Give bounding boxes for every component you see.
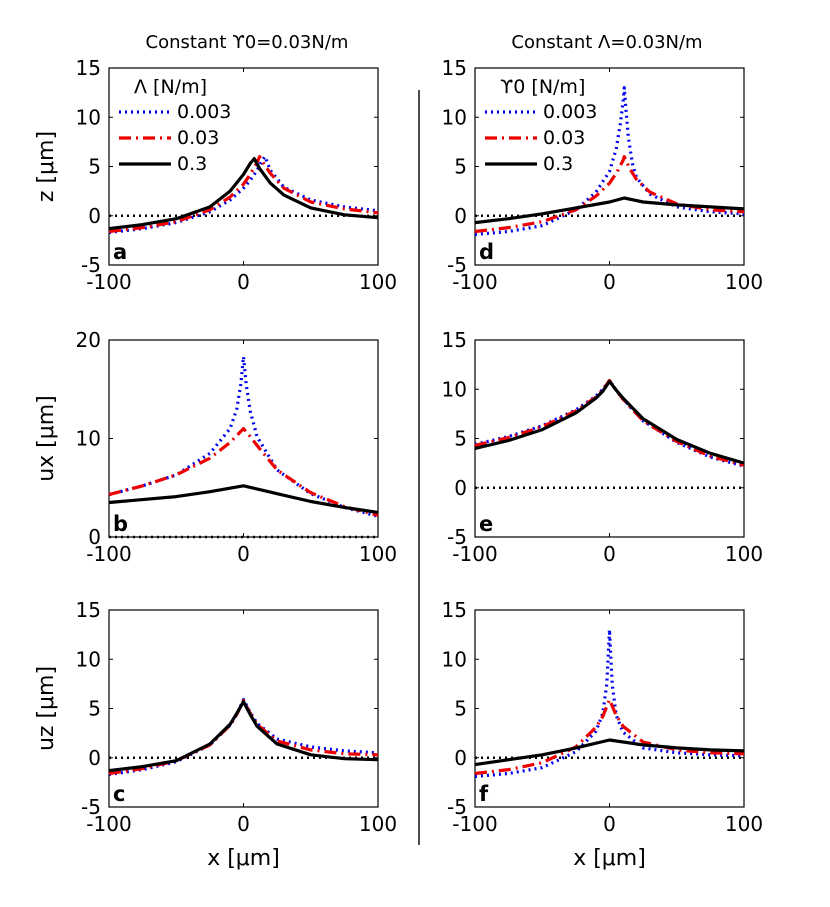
xtick-label-c-0: -100 (86, 812, 131, 836)
series-line-e-3 (474, 379, 745, 465)
legend-label-d-2: 0.03 (543, 127, 585, 149)
xtick-label-f-1: 0 (603, 812, 616, 836)
ytick-label-f-3: 10 (442, 647, 467, 671)
ytick-label-f-0: -5 (447, 795, 467, 819)
xtick-label-d-1: 0 (603, 270, 616, 294)
panel-letter-c: c (113, 782, 125, 806)
ytick-label-e-1: 0 (454, 476, 467, 500)
ytick-label-a-4: 15 (76, 56, 101, 80)
ytick-label-b-1: 10 (76, 427, 101, 451)
xtick-label-c-2: 100 (359, 812, 397, 836)
legend-label-a-3: 0.3 (177, 153, 207, 175)
ytick-label-d-3: 10 (442, 105, 467, 129)
panel-letter-e: e (479, 512, 493, 536)
ytick-label-d-4: 15 (442, 56, 467, 80)
ytick-label-c-3: 10 (76, 647, 101, 671)
xtick-label-e-0: -100 (452, 542, 497, 566)
xlabel-c: x [μm] (207, 846, 280, 871)
plot-area-c (108, 609, 379, 808)
ytick-label-d-0: -5 (447, 253, 467, 277)
ylabel-c: uz [μm] (34, 666, 59, 751)
series-line-d-2 (474, 155, 745, 234)
ytick-label-e-0: -5 (447, 525, 467, 549)
xtick-label-a-0: -100 (86, 270, 131, 294)
ytick-label-d-1: 0 (454, 204, 467, 228)
xtick-label-d-0: -100 (452, 270, 497, 294)
ytick-label-c-0: -5 (81, 795, 101, 819)
ytick-label-c-2: 5 (88, 697, 101, 721)
ytick-label-f-2: 5 (454, 697, 467, 721)
series-line-d-3 (474, 196, 745, 225)
xtick-label-f-2: 100 (725, 812, 763, 836)
panel-letter-d: d (479, 240, 494, 264)
panel-letter-f: f (479, 782, 489, 806)
ytick-label-c-1: 0 (88, 746, 101, 770)
panel-f: -5 0 5 10 15 -100 0 100 f x [μm] (442, 598, 764, 871)
series-line-f-3 (474, 738, 745, 767)
left-column-title: Constant ϒ0=0.03N/m (146, 32, 349, 53)
xtick-label-c-1: 0 (237, 812, 250, 836)
legend-title-d: ϒ0 [N/m] (500, 76, 585, 98)
series-line-c-3 (108, 699, 379, 773)
xtick-label-d-2: 100 (725, 270, 763, 294)
legend-label-a-2: 0.03 (177, 127, 219, 149)
ytick-label-b-0: 0 (88, 525, 101, 549)
ytick-label-c-4: 15 (76, 598, 101, 622)
xtick-label-e-1: 0 (603, 542, 616, 566)
ytick-label-e-4: 15 (442, 328, 467, 352)
right-column-title: Constant Λ=0.03N/m (511, 32, 702, 53)
ytick-label-f-4: 15 (442, 598, 467, 622)
panel-letter-b: b (113, 512, 128, 536)
ytick-label-a-0: -5 (81, 253, 101, 277)
panel-a: -5 0 5 10 15 -100 0 100 a z [μm] Λ [N/m] 0.003 0.03 0… (34, 56, 397, 294)
series-line-d-1 (474, 86, 745, 237)
ytick-label-a-1: 0 (88, 204, 101, 228)
series-line-a-3 (108, 157, 379, 231)
xtick-label-f-0: -100 (452, 812, 497, 836)
xlabel-f: x [μm] (573, 846, 646, 871)
ytick-label-e-3: 10 (442, 377, 467, 401)
ytick-label-d-2: 5 (454, 155, 467, 179)
ytick-label-b-2: 20 (76, 328, 101, 352)
series-line-b-2 (108, 427, 379, 517)
xtick-label-b-1: 0 (237, 542, 250, 566)
legend-label-a-1: 0.003 (177, 101, 231, 123)
xtick-label-a-2: 100 (359, 270, 397, 294)
xtick-label-b-2: 100 (359, 542, 397, 566)
ytick-label-a-2: 5 (88, 155, 101, 179)
panel-letter-a: a (113, 240, 127, 264)
ytick-label-a-3: 10 (76, 105, 101, 129)
plot-area-a (108, 67, 379, 266)
ylabel-b: ux [μm] (34, 395, 59, 482)
legend-title-a: Λ [N/m] (134, 76, 207, 98)
xtick-label-a-1: 0 (237, 270, 250, 294)
panel-d: -5 0 5 10 15 -100 0 100 d ϒ0 [N/m] 0.003 0.03 0.3 (442, 56, 764, 294)
ylabel-a: z [μm] (34, 131, 59, 202)
legend-label-d-1: 0.003 (543, 101, 597, 123)
xtick-label-b-0: -100 (86, 542, 131, 566)
ytick-label-f-1: 0 (454, 746, 467, 770)
xtick-label-e-2: 100 (725, 542, 763, 566)
panel-c: -5 0 5 10 15 -100 0 100 c uz [μm] x [μm] (34, 598, 397, 871)
ytick-label-e-2: 5 (454, 427, 467, 451)
legend-label-d-3: 0.3 (543, 153, 573, 175)
series-line-b-3 (108, 484, 379, 514)
panel-e: -5 0 5 10 15 -100 0 100 e (442, 328, 764, 566)
